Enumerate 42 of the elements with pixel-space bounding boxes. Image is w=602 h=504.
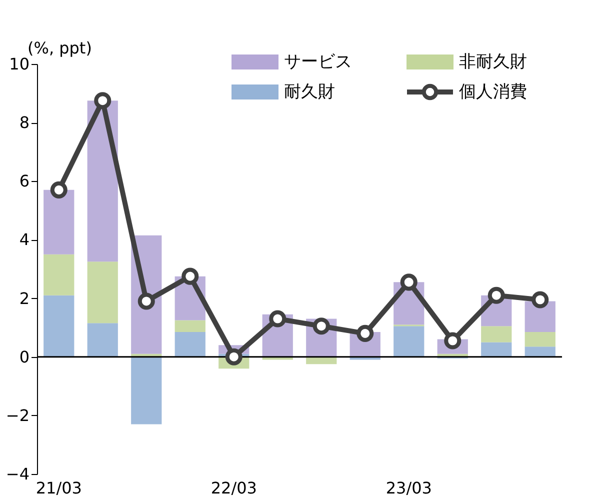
bar [174,320,206,332]
y-tick-label: 4 [19,230,30,250]
bar [524,332,556,347]
point [488,286,505,304]
point [356,324,374,342]
bar [44,254,74,296]
x-tick-label: 23/03 [386,478,432,498]
bar [394,326,424,357]
point [50,181,68,198]
legend-label: 耐久財 [284,82,335,102]
bar [481,342,512,357]
point [532,291,549,308]
point [94,92,112,110]
y-tick-label: 2 [19,288,30,308]
point [400,274,418,291]
bar [87,323,118,357]
y-tick-label: 10 [9,54,30,74]
point [138,292,155,310]
bar [524,301,556,332]
y-tick-label: −4 [6,464,30,484]
bar [44,190,74,254]
point [444,332,462,350]
legend-label: 個人消費 [459,82,527,102]
point [312,318,330,335]
bar [481,326,512,342]
legend-label: 非耐久財 [459,52,527,72]
bar [131,356,162,424]
y-tick-label: 0 [19,347,30,366]
point [182,268,199,285]
point [269,310,286,328]
bar [524,346,556,357]
bar [44,295,74,357]
y-axis-title: (%, ppt) [28,38,92,58]
x-tick-label: 22/03 [210,478,257,498]
y-tick-label: 8 [19,113,30,132]
point [225,348,242,366]
bar [87,262,118,324]
y-tick-label: −2 [6,406,30,425]
bar [174,332,206,357]
legend-label: サービス [284,52,352,72]
y-tick-label: 6 [19,172,30,191]
x-tick-label: 21/03 [36,478,82,498]
